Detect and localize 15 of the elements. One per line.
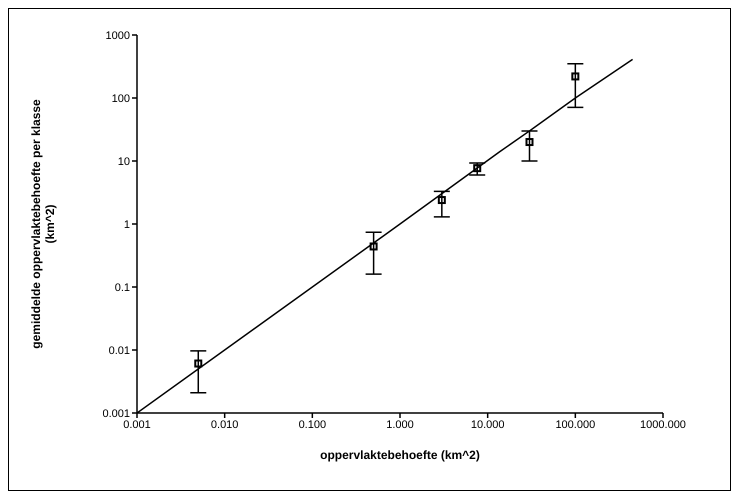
x-tick-label: 10.000 (470, 418, 504, 431)
x-tick-label: 0.100 (298, 418, 326, 431)
y-tick-label: 1000 (106, 30, 130, 42)
y-tick-label: 0.001 (102, 408, 130, 420)
y-tick-label: 100 (112, 92, 130, 105)
x-axis-title: oppervlaktebehoefte (km^2) (320, 448, 480, 462)
y-tick-label: 0.1 (114, 282, 130, 294)
x-tick-label: 100.000 (555, 418, 596, 431)
y-axis-title: gemiddelde oppervlaktebehoefte per klasse (km^2) (29, 98, 57, 349)
y-tick-label: 10 (118, 156, 130, 168)
y-tick-label: 1 (124, 218, 130, 231)
x-tick-label: 1000.000 (640, 418, 686, 431)
x-tick-label: 1.000 (386, 418, 414, 431)
y-tick-label: 0.01 (108, 344, 130, 357)
x-tick-label: 0.010 (210, 418, 238, 431)
